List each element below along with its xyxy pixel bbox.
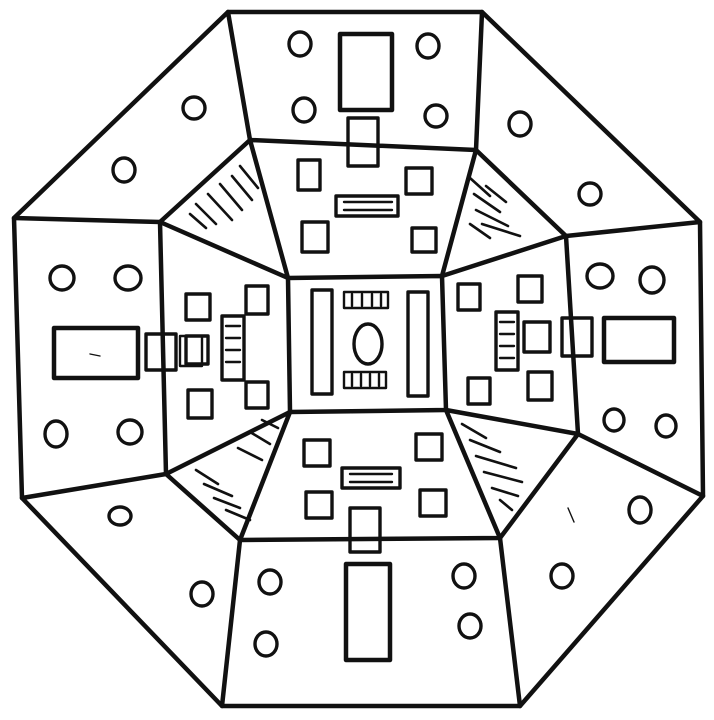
center-room bbox=[157, 137, 581, 543]
center-oval bbox=[352, 322, 384, 366]
inner-east bbox=[456, 274, 554, 406]
passage-connectors bbox=[144, 116, 594, 554]
hatch-southwest bbox=[194, 418, 280, 522]
outer-west bbox=[43, 264, 144, 449]
center-right-bar bbox=[406, 290, 430, 398]
outer-northeast bbox=[507, 110, 603, 207]
center-bottom-box bbox=[342, 370, 388, 390]
stray-marks bbox=[89, 353, 575, 523]
outer-southeast bbox=[549, 495, 653, 590]
center-left-bar bbox=[310, 288, 334, 396]
hatch-northwest bbox=[188, 164, 260, 230]
inner-west bbox=[184, 284, 270, 420]
outer-north bbox=[287, 30, 449, 129]
outer-south bbox=[253, 561, 483, 663]
center-top-box bbox=[342, 290, 390, 310]
hatch-northeast bbox=[468, 176, 522, 240]
radial-dividers bbox=[11, 9, 706, 709]
outer-east bbox=[585, 262, 678, 439]
outer-northwest bbox=[111, 95, 207, 184]
inner-south bbox=[302, 432, 448, 520]
inner-north bbox=[296, 158, 438, 254]
hatch-southeast bbox=[460, 422, 524, 512]
outer-southwest bbox=[107, 505, 215, 608]
